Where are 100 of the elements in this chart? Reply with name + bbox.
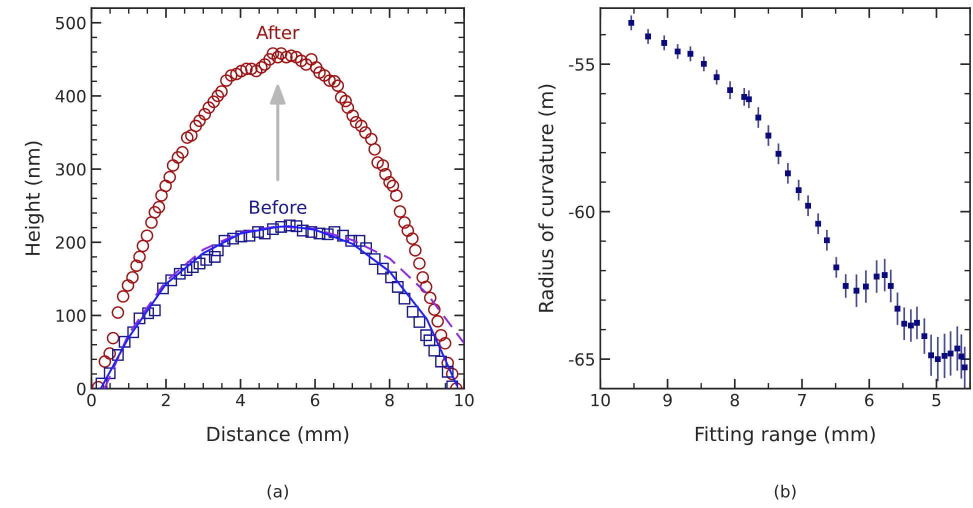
point: [258, 228, 271, 240]
point: [435, 356, 447, 368]
point: [755, 114, 762, 120]
x-tick-label: 10: [455, 394, 474, 406]
point: [345, 234, 358, 247]
point: [934, 356, 941, 362]
point: [746, 96, 752, 102]
x-axis-title: Fitting range (mm): [696, 426, 875, 446]
point: [854, 288, 860, 294]
point: [328, 226, 340, 238]
point: [305, 226, 318, 238]
point: [174, 268, 186, 280]
point: [645, 34, 651, 40]
y-tick-label: -55: [569, 58, 594, 71]
point: [628, 20, 634, 26]
point: [862, 284, 869, 290]
point: [714, 74, 720, 80]
point: [805, 202, 811, 209]
point: [252, 226, 264, 238]
y-axis-title: Height (nm): [24, 142, 44, 255]
point: [776, 150, 782, 157]
annotation: Before: [250, 200, 306, 214]
y-tick-label: -60: [569, 206, 594, 218]
point: [157, 282, 169, 294]
point: [908, 322, 914, 328]
point: [194, 258, 206, 270]
point: [700, 60, 707, 67]
x-tick-label: 9: [663, 394, 672, 406]
point: [921, 333, 928, 340]
point: [833, 264, 840, 270]
annotation: After: [256, 25, 300, 40]
point: [406, 306, 419, 318]
point: [112, 349, 124, 361]
point: [894, 306, 900, 312]
point: [815, 220, 822, 227]
point: [420, 329, 432, 342]
x-tick-label: 0: [87, 394, 96, 406]
point: [275, 221, 288, 233]
point: [398, 292, 410, 305]
point: [235, 230, 248, 242]
point: [688, 50, 694, 57]
x-tick-label: 8: [385, 394, 394, 406]
point: [962, 364, 968, 370]
point: [796, 187, 802, 194]
y-tick-label: 200: [56, 236, 86, 249]
point: [727, 87, 734, 94]
point: [674, 48, 681, 54]
point: [284, 220, 296, 232]
point: [142, 307, 154, 320]
point: [842, 283, 849, 289]
point: [874, 274, 880, 280]
point: [958, 354, 964, 360]
point: [118, 336, 131, 348]
point: [765, 132, 772, 138]
point: [96, 378, 108, 389]
point: [368, 253, 381, 266]
point: [901, 320, 908, 327]
x-axis-title: Distance (mm): [208, 426, 348, 444]
point: [218, 234, 230, 247]
y-tick-label: -65: [569, 353, 594, 366]
x-tick-label: 6: [310, 394, 320, 406]
y-tick-label: 0: [77, 382, 86, 396]
text: (a): [268, 484, 288, 500]
point: [267, 223, 279, 236]
point: [948, 350, 954, 356]
x-tick-label: 2: [162, 394, 170, 406]
point: [741, 94, 748, 100]
point: [322, 228, 334, 240]
point: [428, 344, 440, 356]
point: [208, 251, 221, 263]
point: [424, 334, 436, 346]
point: [954, 346, 960, 352]
y-axis-title: Radius of curvature (m): [538, 84, 556, 312]
point: [212, 244, 224, 256]
point: [661, 40, 668, 46]
point: [290, 220, 302, 232]
point: [360, 242, 372, 254]
point: [824, 237, 830, 244]
x-tick-label: 4: [236, 394, 245, 406]
point: [104, 367, 116, 380]
x-tick-label: 5: [932, 394, 940, 406]
point: [186, 261, 199, 274]
point: [784, 170, 791, 176]
point: [414, 316, 426, 328]
point: [914, 320, 920, 326]
x-tick-label: 7: [798, 394, 806, 406]
point: [376, 262, 389, 275]
point: [337, 230, 349, 242]
point: [127, 326, 140, 338]
point: [392, 281, 404, 293]
y-tick-label: 500: [56, 16, 86, 30]
x-tick-label: 6: [865, 394, 874, 406]
point: [314, 228, 326, 240]
point: [296, 224, 309, 236]
text: (b): [774, 484, 796, 500]
point: [385, 271, 397, 284]
x-tick-label: 8: [730, 394, 739, 406]
point: [928, 352, 934, 358]
point: [148, 304, 161, 316]
y-tick-label: 300: [56, 163, 86, 176]
